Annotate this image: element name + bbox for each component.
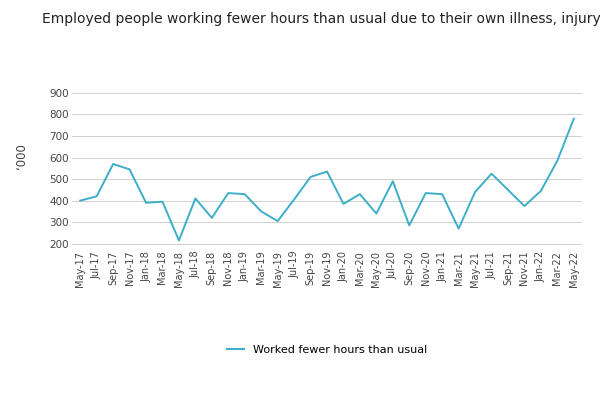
Worked fewer hours than usual (142, 200, 149, 205)
Worked fewer hours than usual (274, 219, 281, 224)
Worked fewer hours than usual (356, 192, 364, 196)
Worked fewer hours than usual (373, 211, 380, 216)
Worked fewer hours than usual (159, 199, 166, 204)
Legend: Worked fewer hours than usual: Worked fewer hours than usual (223, 341, 431, 360)
Worked fewer hours than usual (93, 194, 100, 199)
Worked fewer hours than usual (505, 188, 512, 192)
Worked fewer hours than usual (208, 216, 215, 220)
Worked fewer hours than usual (290, 197, 298, 202)
Worked fewer hours than usual (126, 167, 133, 172)
Worked fewer hours than usual (241, 192, 248, 196)
Worked fewer hours than usual (439, 192, 446, 196)
Worked fewer hours than usual (406, 223, 413, 228)
Worked fewer hours than usual (472, 190, 479, 194)
Worked fewer hours than usual (488, 171, 495, 176)
Worked fewer hours than usual (175, 238, 182, 243)
Worked fewer hours than usual (554, 158, 561, 163)
Worked fewer hours than usual (455, 226, 462, 231)
Worked fewer hours than usual (323, 169, 331, 174)
Worked fewer hours than usual (340, 202, 347, 206)
Worked fewer hours than usual (521, 204, 528, 208)
Worked fewer hours than usual (537, 188, 544, 193)
Worked fewer hours than usual (389, 179, 397, 184)
Worked fewer hours than usual (192, 196, 199, 201)
Worked fewer hours than usual (77, 198, 84, 203)
Worked fewer hours than usual (224, 191, 232, 196)
Worked fewer hours than usual (570, 116, 577, 121)
Worked fewer hours than usual (422, 191, 430, 196)
Text: Employed people working fewer hours than usual due to their own illness, injury : Employed people working fewer hours than… (42, 12, 600, 26)
Worked fewer hours than usual (307, 174, 314, 179)
Line: Worked fewer hours than usual: Worked fewer hours than usual (80, 119, 574, 240)
Text: ‘000: ‘000 (14, 143, 28, 168)
Worked fewer hours than usual (257, 209, 265, 214)
Worked fewer hours than usual (110, 162, 117, 166)
